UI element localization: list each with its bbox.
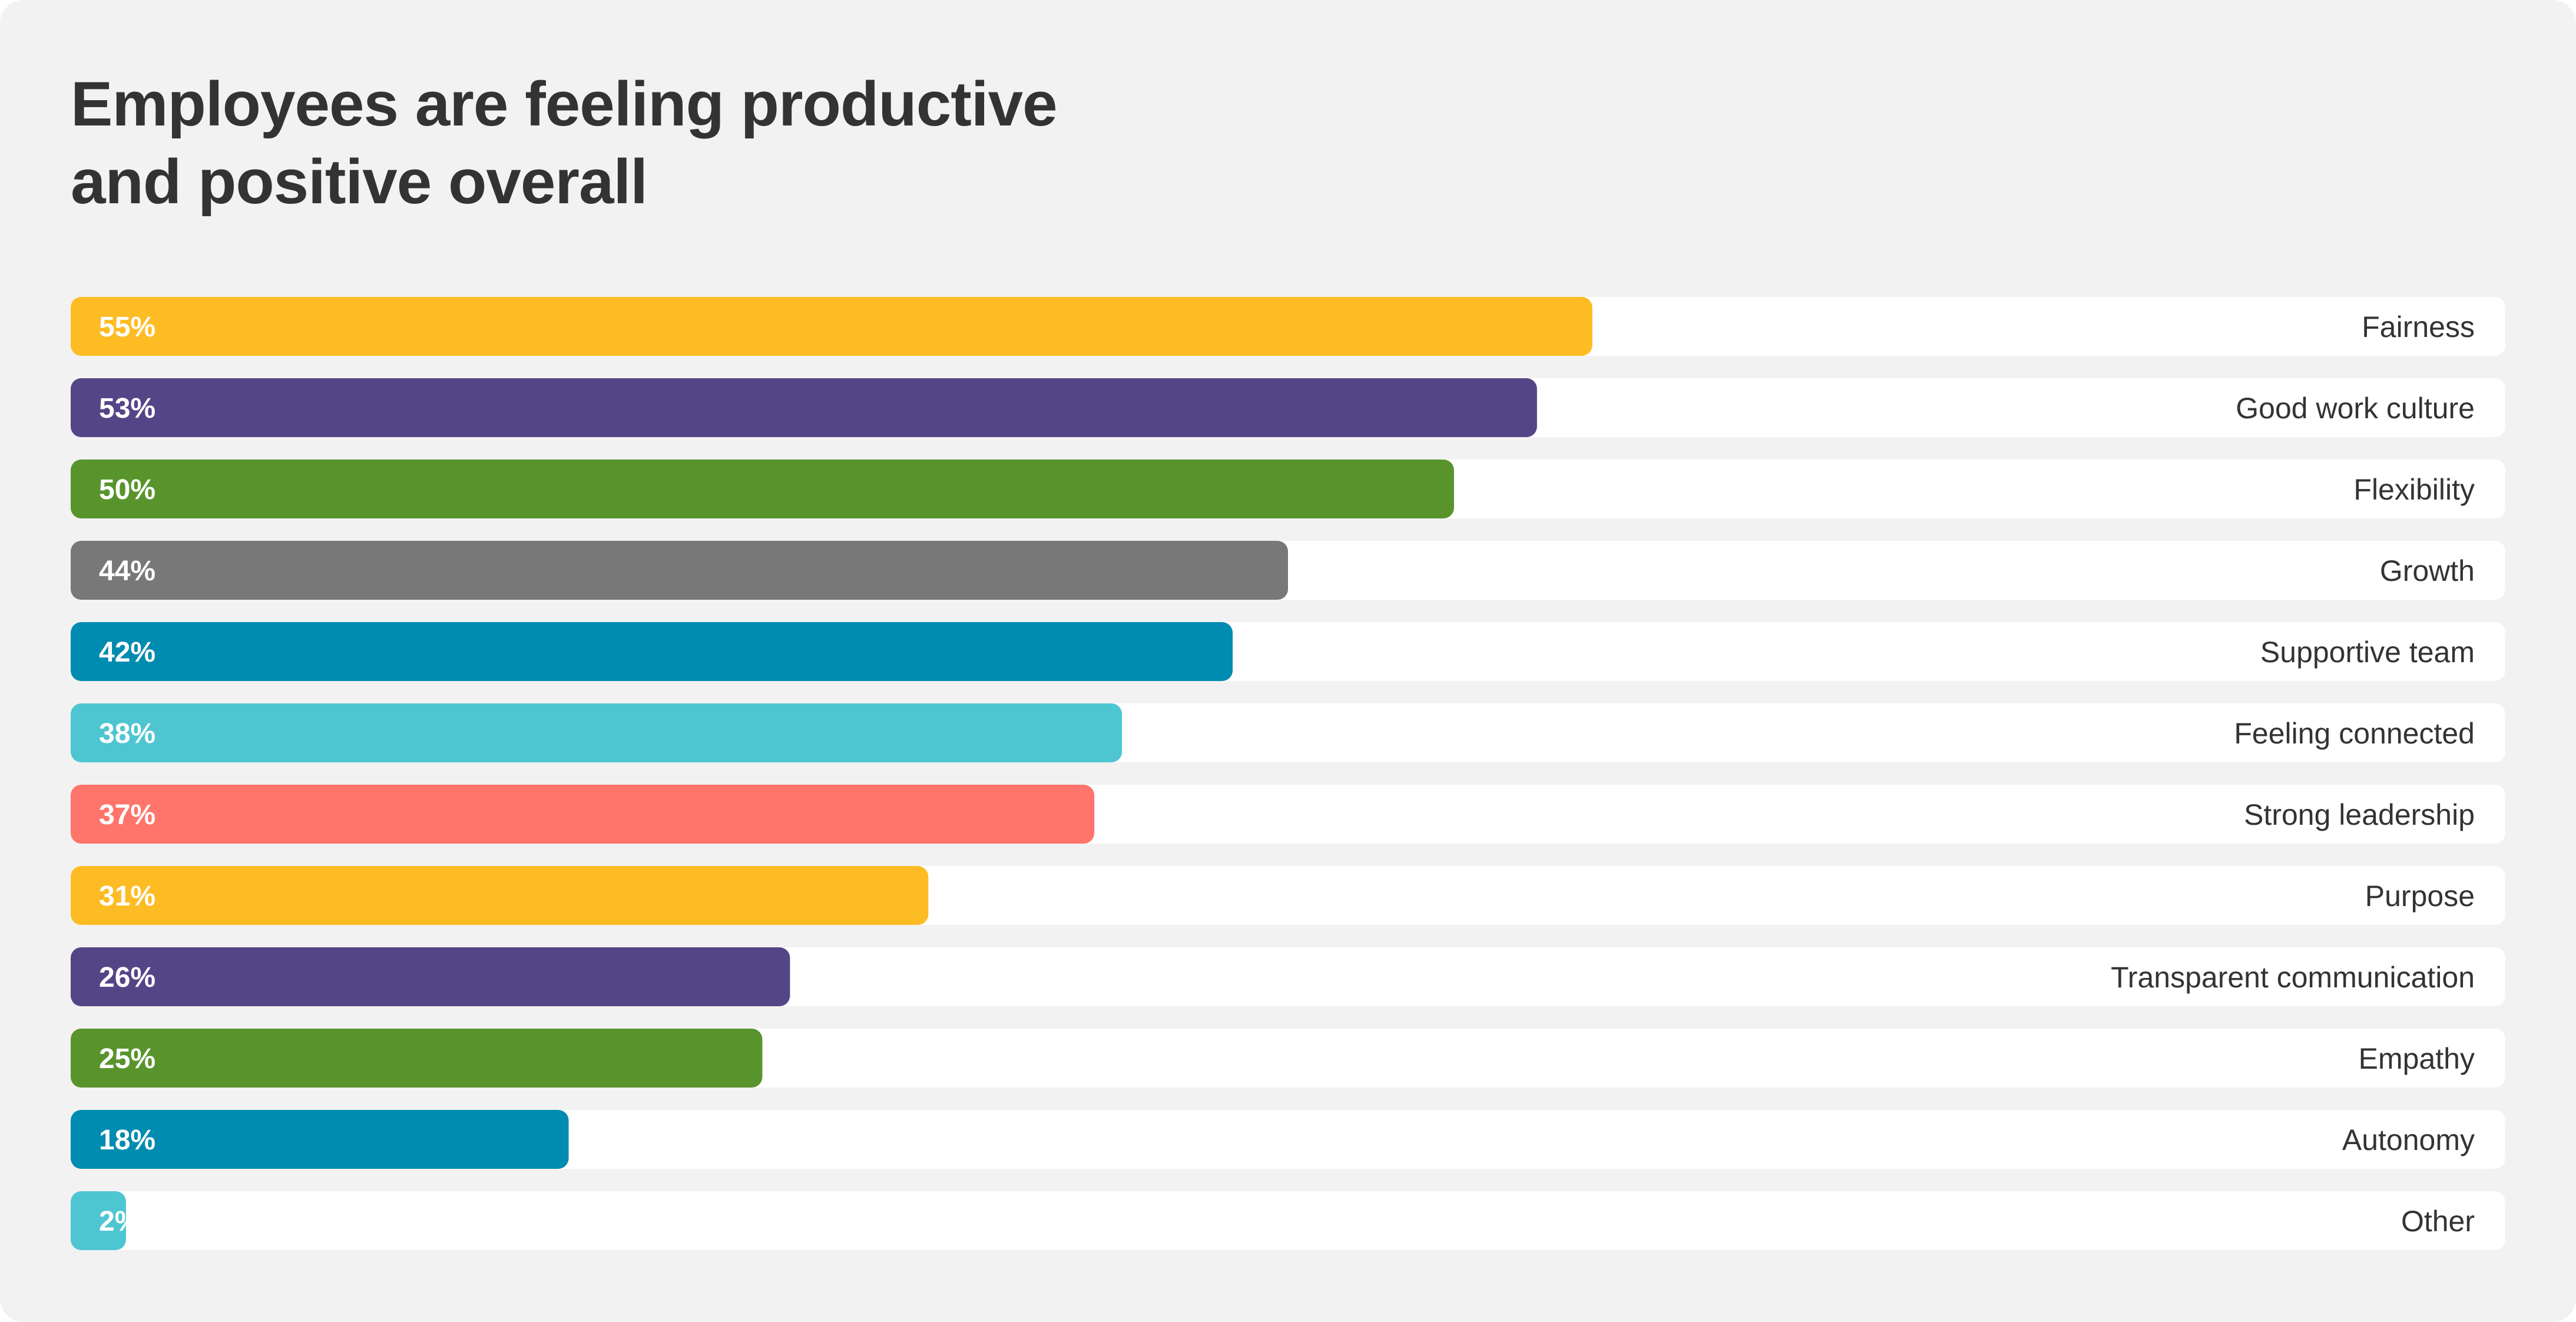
value-label-fairness: 55% <box>99 312 155 343</box>
category-label-strong-leadership: Strong leadership <box>2244 798 2475 831</box>
value-label-autonomy: 18% <box>99 1125 155 1156</box>
category-label-transparent-communication: Transparent communication <box>2111 961 2475 994</box>
bar-track <box>71 1110 2505 1169</box>
chart-title-line-1: Employees are feeling productive <box>71 68 1058 139</box>
value-label-supportive-team: 42% <box>99 637 155 668</box>
category-label-purpose: Purpose <box>2365 880 2475 913</box>
value-label-growth: 44% <box>99 556 155 587</box>
bar-row-fairness: 55% Fairness <box>71 297 2505 356</box>
bar-row-strong-leadership: 37% Strong leadership <box>71 785 2505 844</box>
bar-strong-leadership <box>71 785 1095 844</box>
bar-row-purpose: 31% Purpose <box>71 866 2505 925</box>
bar-good-work-culture <box>71 378 1537 437</box>
bar-row-growth: 44% Growth <box>71 541 2505 600</box>
category-label-fairness: Fairness <box>2362 310 2475 343</box>
value-label-flexibility: 50% <box>99 474 155 505</box>
category-label-good-work-culture: Good work culture <box>2236 392 2475 425</box>
bar-row-empathy: 25% Empathy <box>71 1029 2505 1088</box>
bar-row-other: 2% Other <box>71 1191 2505 1250</box>
bar-row-transparent-communication: 26% Transparent communication <box>71 947 2505 1006</box>
bar-row-supportive-team: 42% Supportive team <box>71 622 2505 681</box>
category-label-flexibility: Flexibility <box>2353 473 2475 506</box>
category-label-other: Other <box>2401 1205 2475 1238</box>
bar-row-flexibility: 50% Flexibility <box>71 460 2505 518</box>
category-label-autonomy: Autonomy <box>2342 1123 2475 1156</box>
value-label-transparent-communication: 26% <box>99 962 155 993</box>
value-label-empathy: 25% <box>99 1043 155 1075</box>
value-label-other: 2% <box>99 1206 140 1237</box>
bar-autonomy <box>71 1110 569 1169</box>
bar-flexibility <box>71 460 1454 518</box>
chart-title-line-2: and positive overall <box>71 146 648 217</box>
value-label-feeling-connected: 38% <box>99 718 155 749</box>
bar-supportive-team <box>71 622 1233 681</box>
bar-row-good-work-culture: 53% Good work culture <box>71 378 2505 437</box>
category-label-growth: Growth <box>2380 554 2475 587</box>
bar-feeling-connected <box>71 703 1123 762</box>
bar-track <box>71 1191 2505 1250</box>
chart-title: Employees are feeling productive and pos… <box>71 65 1484 220</box>
category-label-empathy: Empathy <box>2359 1042 2475 1075</box>
bar-row-autonomy: 18% Autonomy <box>71 1110 2505 1169</box>
bar-fairness <box>71 297 1592 356</box>
category-label-feeling-connected: Feeling connected <box>2234 717 2475 750</box>
category-label-supportive-team: Supportive team <box>2260 636 2475 669</box>
value-label-purpose: 31% <box>99 881 155 912</box>
bar-purpose <box>71 866 929 925</box>
bar-transparent-communication <box>71 947 790 1006</box>
value-label-good-work-culture: 53% <box>99 393 155 424</box>
value-label-strong-leadership: 37% <box>99 799 155 831</box>
bar-row-feeling-connected: 38% Feeling connected <box>71 703 2505 762</box>
bar-empathy <box>71 1029 763 1088</box>
bar-other <box>71 1191 126 1250</box>
bar-growth <box>71 541 1288 600</box>
